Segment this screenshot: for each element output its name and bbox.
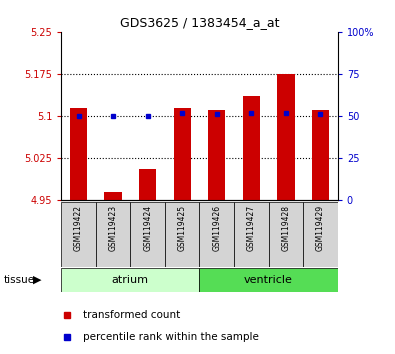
Text: GSM119425: GSM119425	[178, 205, 187, 251]
Text: GSM119428: GSM119428	[281, 205, 290, 251]
Bar	[96, 202, 130, 267]
Text: transformed count: transformed count	[83, 310, 181, 320]
Bar	[61, 268, 199, 292]
Bar	[199, 268, 338, 292]
Bar	[269, 202, 303, 267]
Text: GSM119429: GSM119429	[316, 205, 325, 251]
Bar	[139, 169, 156, 200]
Bar	[61, 202, 96, 267]
Text: ventricle: ventricle	[244, 275, 293, 285]
Text: atrium: atrium	[112, 275, 149, 285]
Text: GSM119426: GSM119426	[212, 205, 221, 251]
Text: tissue: tissue	[4, 275, 35, 285]
Text: ▶: ▶	[33, 275, 41, 285]
Bar	[104, 192, 122, 200]
Bar	[165, 202, 199, 267]
Bar	[70, 108, 87, 200]
Bar	[234, 202, 269, 267]
Bar	[312, 110, 329, 200]
Text: GSM119427: GSM119427	[247, 205, 256, 251]
Text: percentile rank within the sample: percentile rank within the sample	[83, 332, 259, 342]
Text: GSM119422: GSM119422	[74, 205, 83, 251]
Bar	[208, 110, 226, 200]
Text: GSM119423: GSM119423	[109, 205, 118, 251]
Title: GDS3625 / 1383454_a_at: GDS3625 / 1383454_a_at	[120, 16, 279, 29]
Bar	[243, 96, 260, 200]
Bar	[199, 202, 234, 267]
Bar	[277, 74, 295, 200]
Bar	[303, 202, 338, 267]
Bar	[173, 108, 191, 200]
Text: GSM119424: GSM119424	[143, 205, 152, 251]
Bar	[130, 202, 165, 267]
